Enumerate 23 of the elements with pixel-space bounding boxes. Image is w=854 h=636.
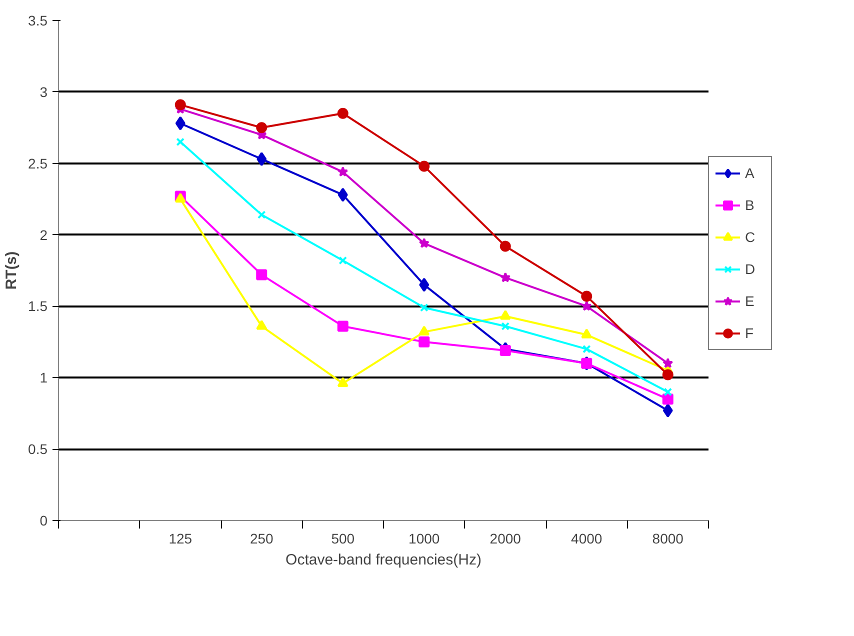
y-axis-title: RT(s)	[3, 251, 20, 290]
y-tick-label: 0.5	[28, 441, 48, 458]
legend-label: A	[745, 165, 756, 181]
x-tick-label: 1000	[408, 530, 440, 546]
x-axis-title: Octave-band frequencies(Hz)	[286, 552, 482, 568]
y-tick-label: 1.5	[28, 298, 48, 314]
x-tick-label: 250	[250, 530, 274, 546]
y-tick-label: 0	[40, 512, 48, 528]
x-tick-label: 500	[331, 530, 355, 546]
legend-label: B	[745, 197, 756, 213]
legend-label: F	[745, 325, 755, 341]
y-tick-label: 1	[40, 370, 48, 386]
y-tick-label: 3.5	[28, 12, 48, 28]
legend-label: D	[745, 261, 756, 277]
x-tick-label: 4000	[571, 530, 602, 546]
x-tick-label: 2000	[490, 530, 522, 546]
y-tick-label: 3	[40, 84, 48, 100]
legend-label: C	[745, 229, 756, 245]
x-tick-label: 8000	[652, 530, 684, 546]
legend-label: E	[745, 293, 756, 309]
y-tick-label: 2	[40, 226, 48, 243]
y-tick-label: 2.5	[28, 155, 48, 172]
x-tick-label: 125	[168, 530, 192, 546]
